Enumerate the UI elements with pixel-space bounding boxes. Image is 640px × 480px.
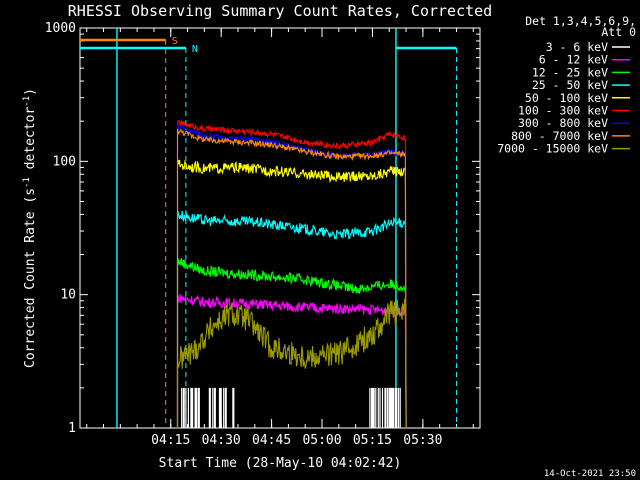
y-tick-label: 1000 [45,21,76,36]
x-tick-label: 05:00 [302,433,341,448]
series-line-300-800kev [176,123,407,429]
plot-area: 1 10 100 1000 04:15 04:30 04:45 05:00 05:15 05:30… [22,21,481,448]
series-line-100-300kev [176,119,407,429]
legend-entry-label: 300 - 800 keV [518,116,608,130]
y-tick-label: 1 [68,421,76,436]
y-axis-label: Corrected Count Rate (s-1 detector-1) [22,88,38,368]
legend-entry-label: 12 - 25 keV [532,65,608,79]
saa-flag-label: S [172,36,178,47]
legend-entry-label: 100 - 300 keV [518,104,608,118]
legend-entry-label: 6 - 12 keV [539,53,608,67]
x-tick-label: 04:15 [151,433,190,448]
night-flag-label: N [192,44,198,55]
timestamp-label: 14-Oct-2021 23:50 [544,469,636,479]
series-line-25-50kev [176,210,407,429]
y-tick-label: 10 [60,288,76,303]
legend-entry-label: 800 - 7000 keV [511,129,608,143]
legend-entry-label: 3 - 6 keV [546,40,608,54]
y-tick-label: 100 [53,154,76,169]
chart-title: RHESSI Observing Summary Count Rates, Co… [68,2,492,20]
series-line-50-100kev [176,159,407,429]
x-tick-label: 05:30 [403,433,442,448]
legend-header: Att 0 [601,25,636,39]
legend-entry-label: 7000 - 15000 keV [497,142,608,156]
x-tick-label: 04:30 [202,433,241,448]
series-line-800-7000kev [176,128,407,429]
series-line-6-12kev [176,293,407,429]
x-tick-label: 04:45 [252,433,291,448]
legend-entry-label: 25 - 50 keV [532,78,608,92]
series-line-7000-15000kev [176,297,407,429]
x-tick-label: 05:15 [353,433,392,448]
plot-frame [79,27,481,429]
series-line-3-6kev [181,387,401,428]
legend-header: Det 1,3,4,5,6,9, [525,14,636,28]
x-axis-label: Start Time (28-May-10 04:02:42) [159,456,402,471]
legend-entry-label: 50 - 100 keV [525,91,608,105]
series-line-12-25kev [176,258,407,429]
